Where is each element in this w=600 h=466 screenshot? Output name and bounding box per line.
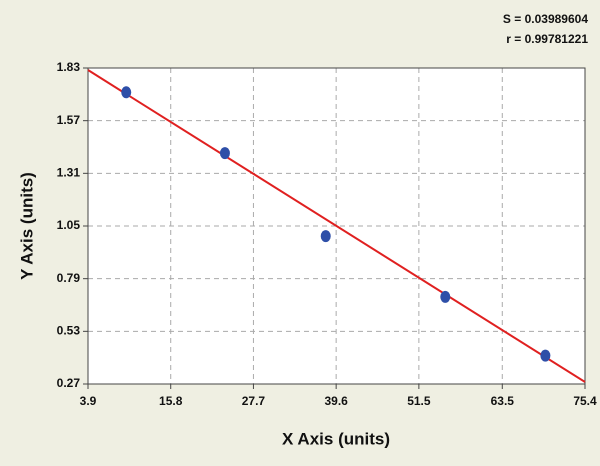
data-point (219, 147, 230, 160)
data-point (121, 86, 132, 99)
x-tick-label: 51.5 (407, 394, 431, 408)
y-axis-label: Y Axis (units) (17, 172, 36, 280)
x-tick-label: 75.4 (573, 394, 597, 408)
x-axis-label: X Axis (units) (282, 429, 390, 448)
annotation: S = 0.03989604 (503, 12, 588, 26)
x-tick-label: 27.7 (242, 394, 266, 408)
data-point (540, 349, 551, 362)
y-tick-label: 0.27 (57, 376, 81, 390)
annotation: r = 0.99781221 (506, 32, 588, 46)
y-tick-label: 1.31 (57, 166, 81, 180)
x-tick-label: 15.8 (159, 394, 183, 408)
y-tick-label: 1.83 (57, 60, 81, 74)
x-tick-label: 3.9 (80, 394, 97, 408)
x-tick-label: 39.6 (324, 394, 348, 408)
plot-frame (87, 67, 586, 385)
data-point (440, 290, 451, 303)
y-tick-label: 1.57 (57, 113, 81, 127)
fit-line (87, 69, 586, 383)
data-point (320, 230, 331, 243)
y-tick-label: 0.53 (57, 324, 81, 338)
y-tick-label: 1.05 (57, 218, 81, 232)
x-tick-label: 63.5 (491, 394, 515, 408)
y-tick-label: 0.79 (57, 271, 81, 285)
